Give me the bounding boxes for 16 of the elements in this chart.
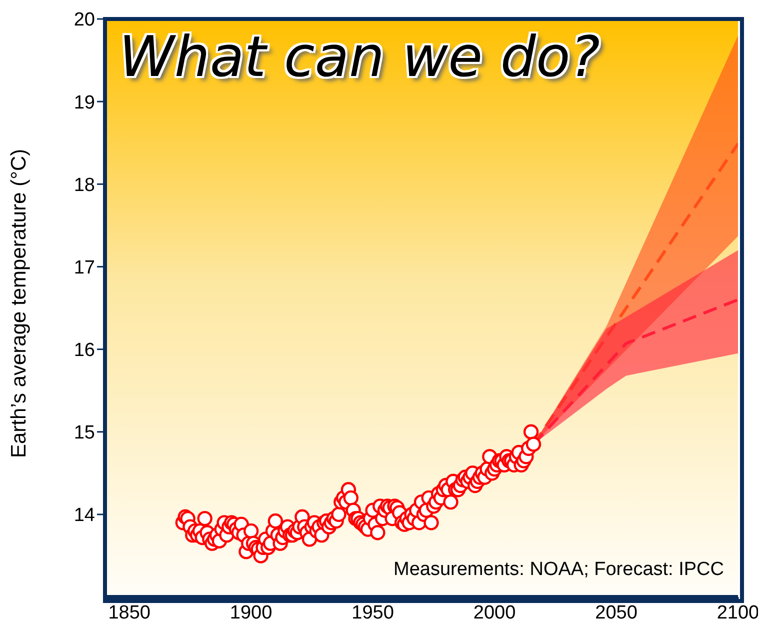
y-tick-label: 17 (74, 257, 95, 278)
x-tick-label: 1850 (108, 602, 150, 624)
chart-title: What can we do? (119, 25, 600, 90)
annotation: Measurements: NOAA; Forecast: IPCC (394, 559, 724, 581)
y-tick-label: 16 (74, 340, 95, 362)
y-tick-label: 14 (74, 505, 96, 526)
y-tick-label: 15 (74, 422, 95, 444)
x-tick-label: 2000 (473, 602, 516, 624)
x-tick-label: 1900 (230, 602, 272, 624)
x-tick-label: 2050 (595, 602, 638, 624)
y-tick-label: 18 (74, 174, 95, 196)
x-tick-label: 1950 (352, 602, 394, 624)
y-tick-label: 19 (74, 92, 95, 114)
y-axis-title: Earth’s average temperature (°C) (7, 148, 30, 458)
y-tick-label: 20 (74, 10, 95, 31)
x-tick-label: 2100 (716, 602, 760, 624)
